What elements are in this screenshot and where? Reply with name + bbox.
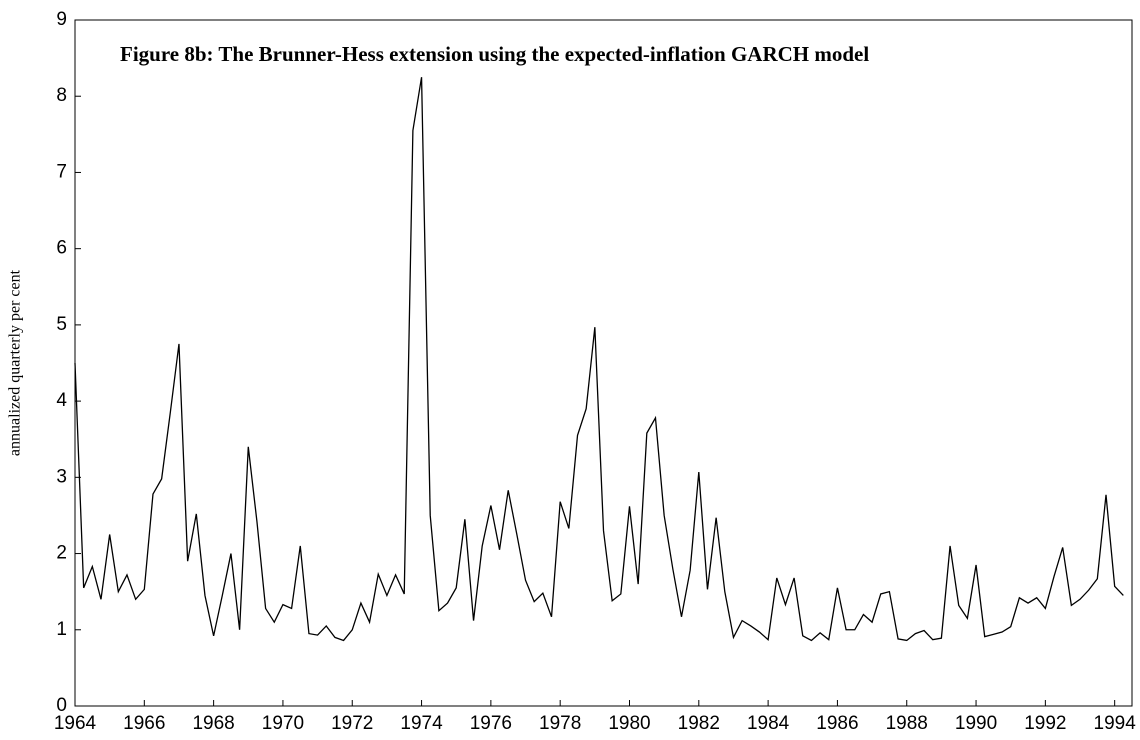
x-tick-label: 1990 (955, 713, 997, 734)
y-tick-label: 4 (56, 390, 67, 411)
chart-title: Figure 8b: The Brunner-Hess extension us… (120, 42, 869, 66)
y-axis-label: annualized quarterly per cent (7, 269, 24, 456)
x-tick-label: 1980 (608, 713, 650, 734)
plot-frame (74, 19, 1133, 707)
y-tick-label: 9 (56, 9, 67, 30)
x-tick-label: 1976 (470, 713, 512, 734)
x-tick-label: 1968 (192, 713, 234, 734)
y-tick-label: 0 (56, 695, 67, 716)
x-tick-label: 1982 (678, 713, 720, 734)
y-tick-label: 2 (56, 543, 67, 564)
x-tick-label: 1966 (123, 713, 165, 734)
x-tick-label: 1970 (262, 713, 304, 734)
data-line (74, 77, 1124, 642)
x-tick-label: 1978 (539, 713, 581, 734)
y-tick-label: 5 (56, 314, 67, 335)
y-tick-label: 7 (56, 161, 67, 182)
x-tick-label: 1984 (747, 713, 790, 734)
x-tick-label: 1964 (54, 713, 97, 734)
y-tick-label: 6 (56, 238, 67, 259)
x-tick-label: 1994 (1094, 713, 1137, 734)
x-tick-label: 1986 (816, 713, 858, 734)
y-tick-label: 1 (56, 619, 67, 640)
x-tick-label: 1992 (1024, 713, 1066, 734)
y-tick-label: 3 (56, 466, 67, 487)
x-tick-label: 1972 (331, 713, 373, 734)
x-tick-label: 1988 (886, 713, 928, 734)
x-tick-label: 1974 (400, 713, 443, 734)
y-tick-label: 8 (56, 85, 67, 106)
